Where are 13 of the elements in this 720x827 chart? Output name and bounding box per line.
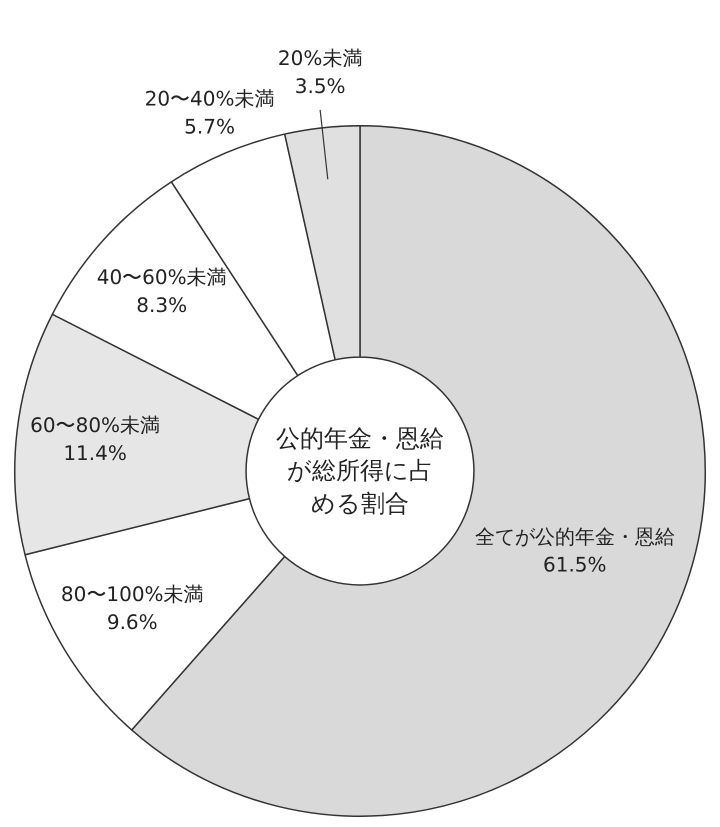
data-label: 8.3% xyxy=(136,293,188,318)
data-label: 3.5% xyxy=(294,74,346,98)
data-label: 5.7% xyxy=(184,114,235,138)
slice-label: 80〜100%未満 xyxy=(60,582,204,606)
data-label: 61.5% xyxy=(542,552,607,576)
slice-label: 全てが公的年金・恩給 xyxy=(474,524,675,548)
slice-label: 20〜40%未満 xyxy=(144,86,275,110)
data-label: 9.6% xyxy=(106,610,158,634)
slice-label: 20%未満 xyxy=(278,46,362,70)
slice-label: 60〜80%未満 xyxy=(30,413,160,438)
slice-label: 40〜60%未満 xyxy=(96,265,227,290)
text: 公的年金・恩給が総所得に占める割合 xyxy=(275,423,445,520)
data-label: 11.4% xyxy=(63,441,127,466)
